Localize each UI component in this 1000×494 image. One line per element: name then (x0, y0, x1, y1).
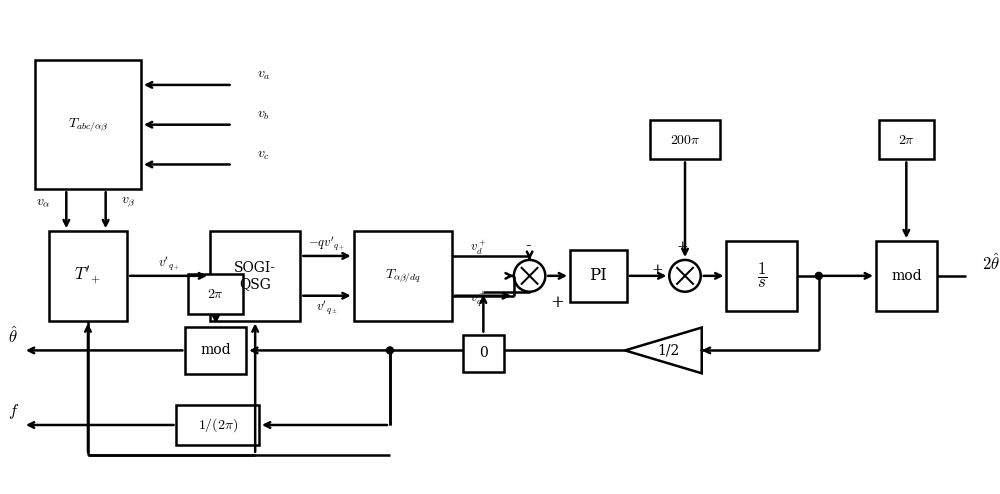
Bar (49, 231, 127, 321)
Text: $v_\beta$: $v_\beta$ (121, 195, 136, 209)
Bar (879, 120, 934, 160)
Text: $v_c$: $v_c$ (257, 148, 270, 162)
Text: $2\pi$: $2\pi$ (898, 132, 915, 147)
Text: $v_a$: $v_a$ (257, 68, 271, 82)
Bar (176, 405, 259, 445)
Text: -: - (525, 237, 530, 254)
Bar (876, 241, 937, 311)
Text: mod: mod (201, 343, 231, 358)
Text: $v'_{q_+}$: $v'_{q_+}$ (158, 254, 180, 273)
Bar (185, 327, 246, 374)
Text: 1/2: 1/2 (657, 343, 679, 358)
Text: +: + (550, 294, 564, 311)
Text: $2\pi$: $2\pi$ (207, 287, 224, 301)
Text: $1/(2\pi)$: $1/(2\pi)$ (198, 416, 238, 434)
Bar (188, 274, 243, 314)
Text: $2\hat{\theta}$: $2\hat{\theta}$ (982, 253, 1000, 274)
Text: $\dfrac{1}{s}$: $\dfrac{1}{s}$ (757, 261, 767, 290)
Text: $v_\alpha$: $v_\alpha$ (36, 195, 51, 209)
Text: PI: PI (590, 267, 607, 285)
Circle shape (815, 272, 822, 279)
Bar (650, 120, 720, 160)
Text: $v'_{q_\pm}$: $v'_{q_\pm}$ (316, 298, 338, 317)
Text: SOGI-
QSG: SOGI- QSG (234, 261, 276, 291)
Text: $T_{\alpha\beta/dq}$: $T_{\alpha\beta/dq}$ (385, 267, 421, 284)
Text: $f$: $f$ (8, 402, 19, 420)
Bar (463, 334, 504, 372)
Text: mod: mod (891, 269, 922, 283)
Text: $v_b$: $v_b$ (257, 108, 270, 122)
Text: $200\pi$: $200\pi$ (670, 132, 700, 147)
Text: +: + (676, 240, 688, 254)
Text: $T'_{+}$: $T'_{+}$ (74, 265, 102, 287)
Text: $T_{abc/\alpha\beta}$: $T_{abc/\alpha\beta}$ (68, 116, 108, 133)
Text: $-qv'_{q_+}$: $-qv'_{q_+}$ (308, 235, 346, 253)
Bar (354, 231, 452, 321)
Text: +: + (652, 263, 663, 277)
Bar (210, 231, 300, 321)
Bar (35, 60, 141, 189)
Circle shape (386, 347, 393, 354)
Text: $\hat{\theta}$: $\hat{\theta}$ (8, 326, 18, 347)
Bar (570, 250, 627, 302)
Text: $v^+_d$: $v^+_d$ (470, 239, 486, 257)
Text: $v^+_q$: $v^+_q$ (470, 290, 486, 309)
Text: 0: 0 (479, 346, 488, 361)
Bar (726, 241, 797, 311)
